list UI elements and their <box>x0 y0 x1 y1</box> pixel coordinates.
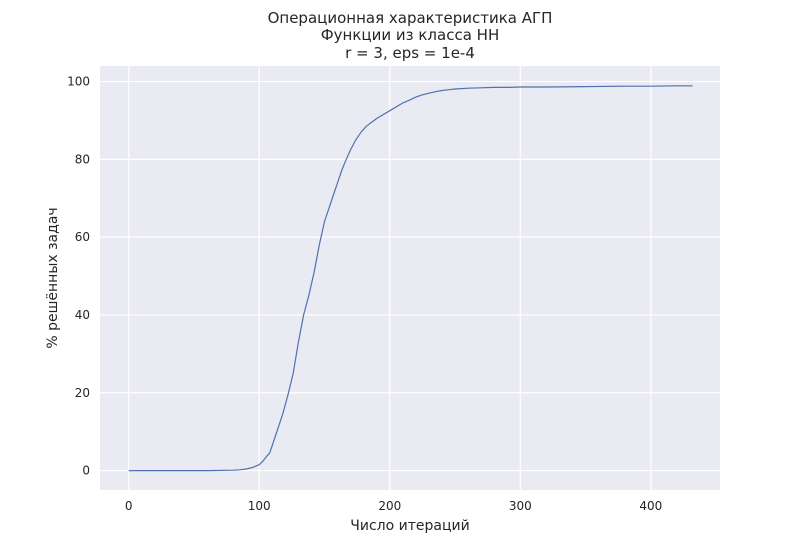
chart-title-line-1: Операционная характеристика АГП <box>268 9 553 27</box>
x-tick-label: 300 <box>509 499 532 513</box>
y-tick-label: 100 <box>67 75 90 89</box>
x-tick-label: 400 <box>639 499 662 513</box>
x-gridlines <box>128 66 652 490</box>
chart-title-line-2: Функции из класса НН <box>321 26 499 44</box>
x-tick-labels: 0 100 200 300 400 <box>125 499 662 513</box>
y-tick-label: 80 <box>75 152 90 166</box>
y-tick-label: 20 <box>75 386 90 400</box>
y-tick-label: 0 <box>82 464 90 478</box>
x-tick-label: 100 <box>248 499 271 513</box>
y-tick-label: 40 <box>75 308 90 322</box>
chart-title-line-3: r = 3, eps = 1e-4 <box>345 44 475 62</box>
plot-area <box>100 66 720 490</box>
y-tick-labels: 0 20 40 60 80 100 <box>67 75 90 478</box>
series-line-solved-percent <box>128 85 693 472</box>
x-tick-label: 200 <box>378 499 401 513</box>
x-tick-label: 0 <box>125 499 133 513</box>
x-axis-label: Число итераций <box>350 518 469 534</box>
y-tick-label: 60 <box>75 230 90 244</box>
y-axis-label: % решённых задач <box>45 207 61 348</box>
